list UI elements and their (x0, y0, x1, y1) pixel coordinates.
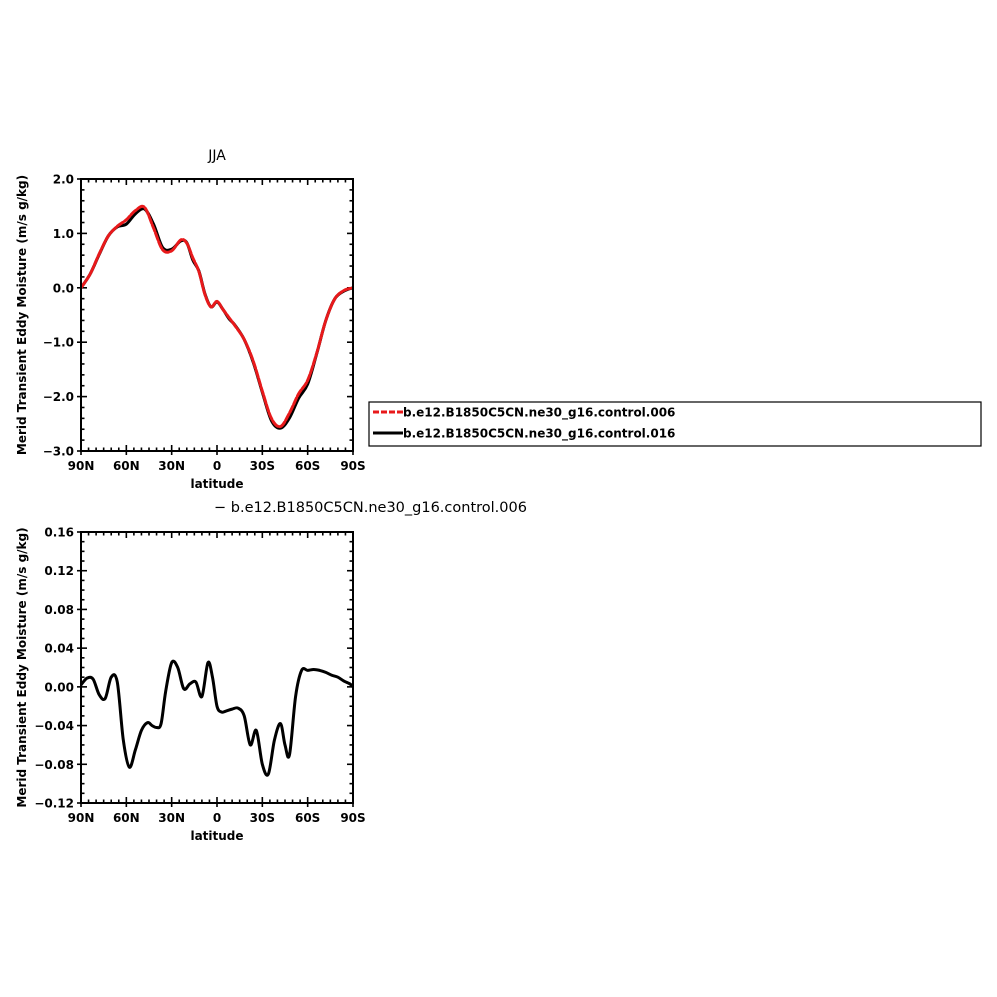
series-group (81, 659, 353, 777)
y-axis-label: Merid Transient Eddy Moisture (m/s g/kg) (15, 175, 29, 455)
y-tick-label: 2.0 (53, 173, 74, 187)
x-tick-label: 0 (213, 459, 221, 473)
x-tick-label: 30N (158, 459, 185, 473)
plot-frame (80, 178, 354, 452)
x-tick-label: 90S (340, 811, 365, 825)
x-tick-label: 60S (295, 811, 320, 825)
plot-frame (80, 531, 354, 804)
series-line-1 (81, 204, 353, 429)
y-axis-label: Merid Transient Eddy Moisture (m/s g/kg) (15, 527, 29, 807)
x-axis-label: latitude (190, 477, 243, 491)
y-tick-label: −2.0 (43, 390, 74, 404)
x-tick-label: 30S (250, 459, 275, 473)
legend: b.e12.B1850C5CN.ne30_g16.control.006 b.e1… (368, 401, 982, 447)
y-tick-label: −3.0 (43, 445, 74, 459)
legend-label-2: b.e12.B1850C5CN.ne30_g16.control.016 (403, 427, 675, 442)
x-tick-label: 30N (158, 811, 185, 825)
y-tick-label: 0.04 (44, 642, 74, 656)
series-line-2 (81, 207, 353, 430)
y-tick-label: 0.12 (44, 564, 74, 578)
x-tick-label: 90N (68, 459, 95, 473)
chart-title: JJA (207, 148, 226, 164)
y-tick-label: 0.0 (53, 281, 74, 295)
panel-1: 90N 60N 30N 0 30S 60S 90S 2.0 1.0 0.0 −1.0 −2.0 −3.0… (15, 148, 366, 491)
x-axis-label: latitude (190, 829, 243, 843)
x-tick-label: 30S (250, 811, 275, 825)
y-tick-label: −0.08 (34, 758, 74, 772)
y-tick-label: 0.08 (44, 603, 74, 617)
y-tick-label: −0.12 (34, 797, 74, 811)
y-tick-label: −0.04 (34, 719, 74, 733)
y-tick-label: −1.0 (43, 336, 74, 350)
x-tick-label: 60S (295, 459, 320, 473)
x-tick-label: 60N (113, 811, 140, 825)
x-tick-label: 90S (340, 459, 365, 473)
x-tick-label: 60N (113, 459, 140, 473)
series-line-1 (81, 659, 353, 777)
y-tick-label: 0.16 (44, 526, 74, 540)
x-tick-label: 0 (213, 811, 221, 825)
x-tick-label: 90N (68, 811, 95, 825)
panel-2: 90N 60N 30N 0 30S 60S 90S 0.16 0.12 0.08 0.04 0.00 −… (15, 500, 527, 843)
y-tick-label: 1.0 (53, 227, 74, 241)
series-group (81, 204, 353, 430)
axis-ticks (77, 178, 354, 455)
legend-box (368, 401, 982, 447)
y-tick-label: 0.00 (44, 680, 74, 694)
chart-title: − b.e12.B1850C5CN.ne30_g16.control.006 (214, 500, 527, 516)
legend-label-1: b.e12.B1850C5CN.ne30_g16.control.006 (403, 406, 675, 421)
